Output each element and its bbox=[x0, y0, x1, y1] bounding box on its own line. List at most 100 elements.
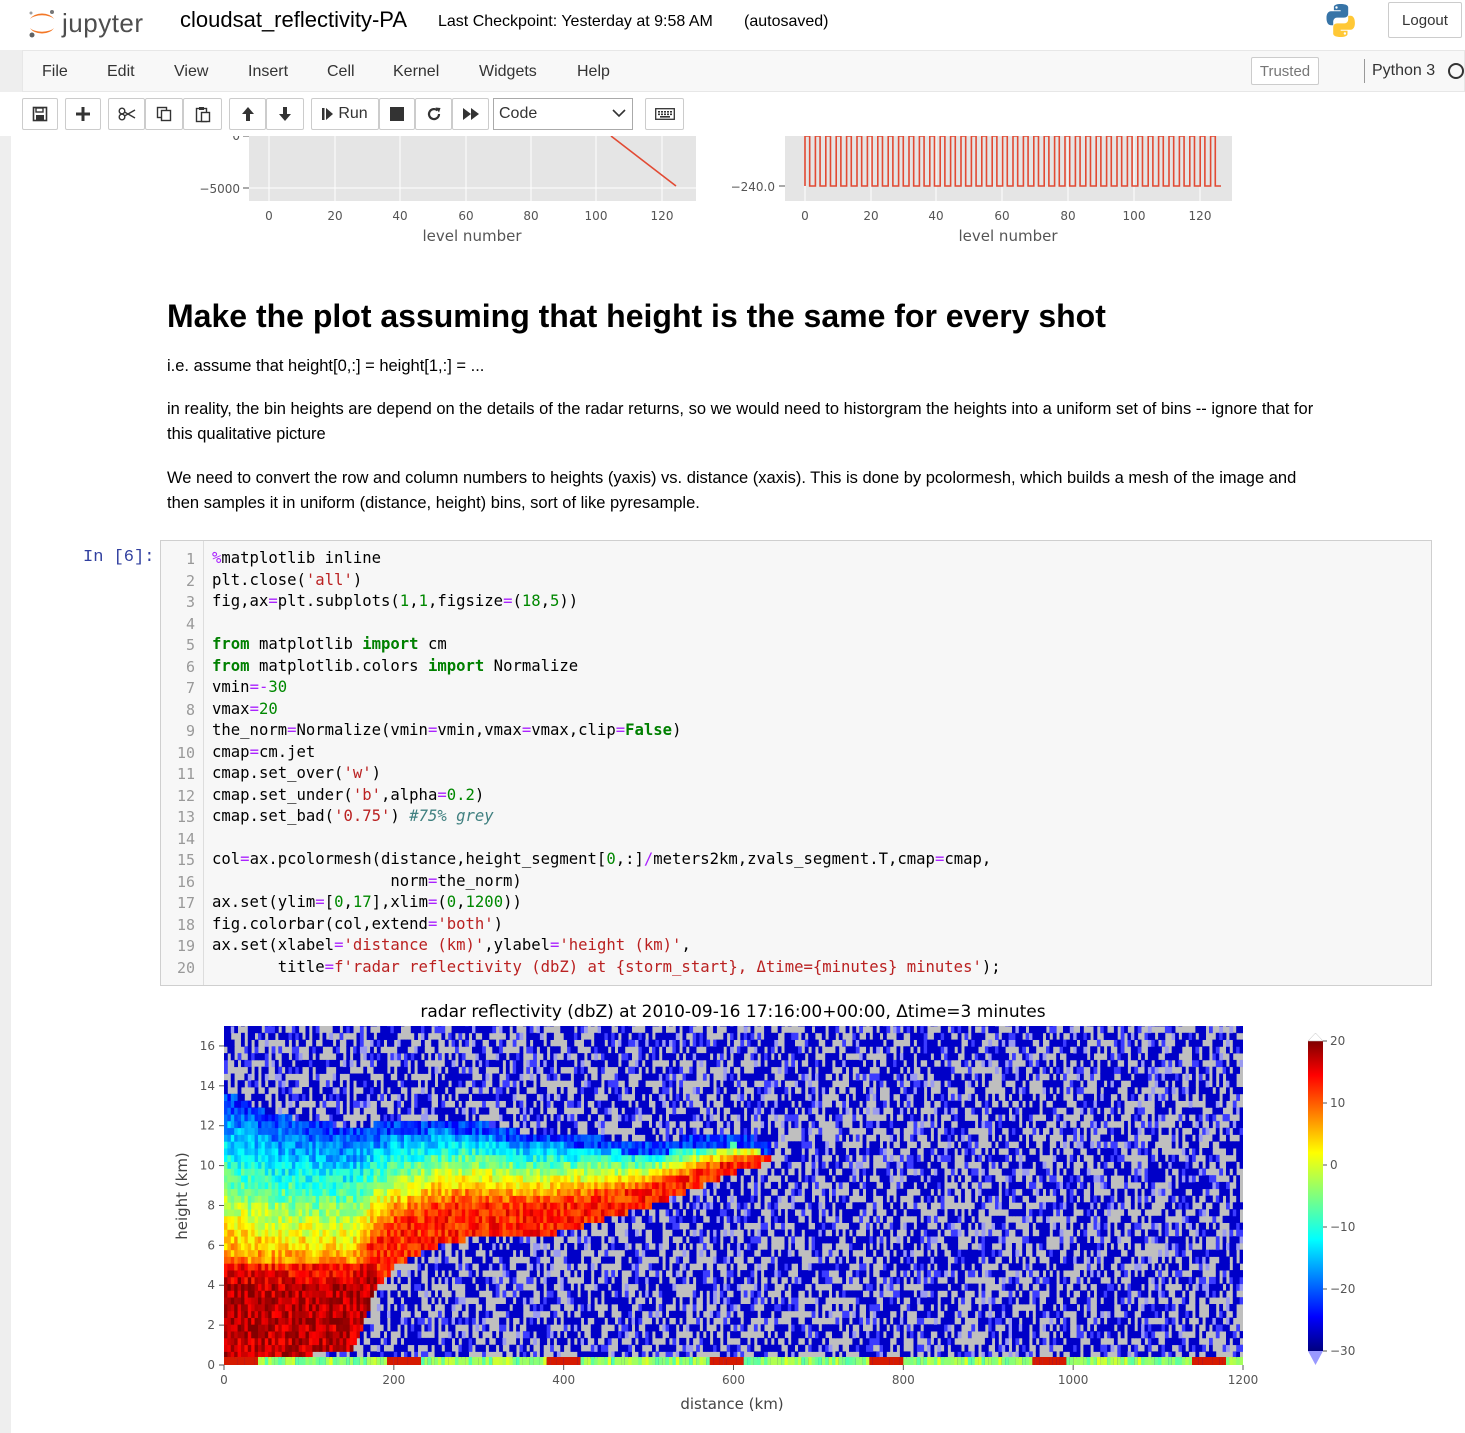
heatmap-cell bbox=[461, 1134, 466, 1142]
insert-cell-button[interactable] bbox=[65, 98, 101, 130]
paste-button[interactable] bbox=[183, 98, 222, 130]
heatmap-cell bbox=[373, 1181, 378, 1190]
cell-type-select[interactable]: Code bbox=[493, 98, 633, 130]
code-editor[interactable]: 1 2 3 4 5 6 7 8 9 10 11 12 13 14 15 16 17 18 19 20 %matplot… bbox=[160, 540, 1432, 986]
heatmap-cell bbox=[312, 1256, 317, 1264]
trusted-indicator[interactable]: Trusted bbox=[1251, 57, 1319, 85]
heatmap-cell bbox=[495, 1181, 500, 1190]
heatmap-cell bbox=[461, 1053, 466, 1061]
heatmap-cell bbox=[308, 1141, 313, 1149]
heatmap-cell bbox=[258, 1351, 262, 1359]
heatmap-cell bbox=[349, 1317, 354, 1325]
move-down-button[interactable] bbox=[266, 98, 304, 130]
heatmap-cell bbox=[424, 1093, 429, 1101]
heatmap-cell bbox=[356, 1249, 361, 1257]
save-button[interactable] bbox=[22, 98, 58, 130]
heatmap-cell bbox=[281, 1073, 286, 1081]
menu-widgets[interactable]: Widgets bbox=[479, 63, 537, 80]
restart-run-all-button[interactable] bbox=[452, 98, 489, 130]
menu-file[interactable]: File bbox=[42, 63, 68, 80]
heatmap-cell bbox=[400, 1141, 405, 1149]
heatmap-cell bbox=[302, 1276, 306, 1285]
heatmap-cell bbox=[244, 1141, 249, 1149]
logout-button[interactable]: Logout bbox=[1388, 2, 1462, 38]
heatmap-cell bbox=[607, 1032, 612, 1040]
heatmap-cell bbox=[502, 1053, 507, 1061]
command-palette-button[interactable] bbox=[645, 98, 684, 130]
heatmap-cell bbox=[414, 1188, 418, 1196]
heatmap-cell bbox=[468, 1310, 473, 1318]
heatmap-cell bbox=[251, 1032, 255, 1040]
menu-help[interactable]: Help bbox=[577, 63, 610, 80]
heatmap-cell bbox=[261, 1310, 266, 1318]
heatmap-cell bbox=[322, 1127, 327, 1135]
heatmap-cell bbox=[376, 1236, 381, 1244]
heatmap-cell bbox=[244, 1209, 249, 1217]
surface-cell bbox=[502, 1357, 507, 1365]
code-line: from matplotlib.colors import Normalize bbox=[212, 657, 579, 675]
heatmap-cell bbox=[308, 1073, 313, 1081]
menu-cell[interactable]: Cell bbox=[327, 63, 355, 80]
heatmap-cell bbox=[390, 1141, 395, 1149]
heatmap-cell bbox=[261, 1141, 266, 1149]
heatmap-cell bbox=[373, 1087, 378, 1095]
heatmap-cell bbox=[570, 1243, 575, 1251]
heatmap-cell bbox=[502, 1209, 507, 1217]
heatmap-cell bbox=[505, 1066, 510, 1074]
heatmap-cell bbox=[349, 1059, 354, 1068]
jupyter-logo[interactable]: jupyter bbox=[26, 5, 144, 41]
notebook-container[interactable]: 0 −5000 0 20 40 60 80 100 120 level numb… bbox=[11, 136, 1465, 1433]
heatmap-cell bbox=[410, 1066, 415, 1074]
heatmap-cell bbox=[441, 1080, 446, 1088]
heatmap-cell bbox=[461, 1100, 466, 1108]
heatmap-cell bbox=[387, 1331, 391, 1339]
heatmap-cell bbox=[424, 1202, 429, 1210]
heatmap-cell bbox=[485, 1188, 490, 1196]
heatmap-cell bbox=[468, 1161, 473, 1169]
heatmap-cell bbox=[281, 1317, 286, 1325]
heatmap-cell bbox=[302, 1236, 306, 1244]
heatmap-cell bbox=[567, 1168, 571, 1176]
heatmap-cell bbox=[424, 1209, 429, 1217]
heatmap-cell bbox=[241, 1297, 245, 1305]
heatmap-cell bbox=[258, 1276, 262, 1285]
heatmap-cell bbox=[332, 1324, 337, 1332]
heatmap-cell bbox=[332, 1229, 337, 1237]
heatmap-cell bbox=[438, 1154, 442, 1162]
heatmap-cell bbox=[536, 1256, 541, 1264]
heatmap-cell bbox=[614, 1175, 619, 1183]
heatmap-cell bbox=[427, 1087, 432, 1095]
menu-kernel[interactable]: Kernel bbox=[393, 63, 440, 80]
copy-button[interactable] bbox=[145, 98, 183, 130]
menu-edit[interactable]: Edit bbox=[107, 63, 135, 80]
heatmap-cell bbox=[264, 1222, 269, 1230]
heatmap-cell bbox=[624, 1351, 629, 1359]
heatmap-cell bbox=[522, 1229, 527, 1237]
heatmap-cell bbox=[628, 1134, 632, 1142]
heatmap-cell bbox=[482, 1195, 486, 1203]
heatmap-cell bbox=[431, 1161, 435, 1169]
interrupt-button[interactable] bbox=[379, 98, 415, 130]
heatmap-cell bbox=[468, 1175, 473, 1183]
heatmap-cell bbox=[254, 1026, 259, 1034]
heatmap-cell bbox=[577, 1222, 582, 1230]
heatmap-cell bbox=[502, 1290, 507, 1298]
notebook-name[interactable]: cloudsat_reflectivity-PA bbox=[180, 7, 408, 32]
cut-button[interactable] bbox=[108, 98, 145, 130]
heatmap-cell bbox=[370, 1236, 374, 1244]
move-up-button[interactable] bbox=[229, 98, 266, 130]
heatmap-cell bbox=[370, 1053, 374, 1061]
heatmap-cell bbox=[332, 1263, 337, 1271]
heatmap-cell bbox=[400, 1154, 405, 1162]
menu-view[interactable]: View bbox=[174, 63, 209, 80]
left-plot-line bbox=[610, 136, 677, 187]
run-button[interactable]: Run bbox=[311, 98, 379, 130]
heatmap-cell bbox=[461, 1181, 466, 1190]
heatmap-cell bbox=[373, 1202, 378, 1210]
input-prompt: In [6]: bbox=[83, 548, 155, 567]
menu-insert[interactable]: Insert bbox=[248, 63, 289, 80]
heatmap-cell bbox=[349, 1351, 354, 1359]
restart-button[interactable] bbox=[415, 98, 452, 130]
heatmap-cell bbox=[353, 1195, 357, 1203]
heatmap-cell bbox=[325, 1331, 330, 1339]
